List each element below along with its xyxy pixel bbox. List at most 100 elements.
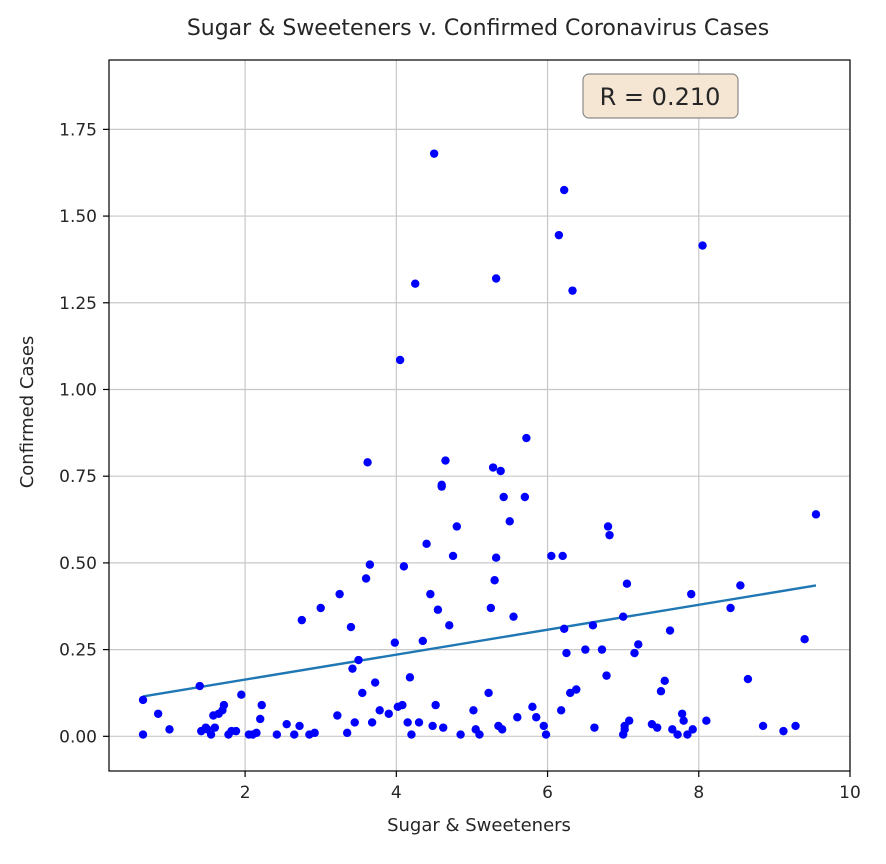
data-point xyxy=(428,721,437,731)
axis-ticks: 2 4 6 8 10 0.00 0.25 0.50 0.75 1.00 1.25 1.50 1.75 xyxy=(59,120,861,803)
data-point xyxy=(469,706,478,715)
data-point xyxy=(346,622,356,632)
y-tick-label: 1.00 xyxy=(59,380,97,400)
data-point xyxy=(342,728,352,738)
data-point xyxy=(399,562,409,571)
data-point xyxy=(559,624,569,633)
data-point xyxy=(811,510,821,519)
x-tick-label: 10 xyxy=(839,783,861,803)
data-point xyxy=(588,621,598,630)
plot-frame xyxy=(108,59,851,772)
y-axis-label: Confirmed Cases xyxy=(17,336,38,489)
data-point xyxy=(441,456,450,465)
data-point xyxy=(439,723,448,732)
data-point xyxy=(256,714,265,724)
data-point xyxy=(297,615,307,625)
data-point xyxy=(677,709,687,718)
data-point xyxy=(660,676,669,686)
data-point xyxy=(210,723,220,732)
data-point xyxy=(335,589,344,599)
data-point xyxy=(656,687,666,696)
data-point xyxy=(758,721,768,731)
data-point xyxy=(370,678,380,687)
x-tick-label: 6 xyxy=(542,783,553,803)
data-point xyxy=(618,612,628,621)
data-point xyxy=(295,721,304,731)
data-point xyxy=(620,725,629,734)
data-point xyxy=(779,726,788,736)
data-point xyxy=(513,713,522,722)
data-point xyxy=(597,645,607,654)
data-point xyxy=(490,576,499,585)
trend-line xyxy=(142,584,817,698)
data-point xyxy=(407,730,416,739)
data-point xyxy=(630,648,639,658)
data-point xyxy=(206,730,216,739)
data-point xyxy=(365,560,375,569)
data-point xyxy=(496,466,505,476)
data-point xyxy=(138,730,148,739)
data-point xyxy=(390,638,400,647)
data-point xyxy=(505,517,514,526)
data-point xyxy=(590,723,599,732)
data-point xyxy=(486,603,496,613)
data-point xyxy=(581,645,590,654)
data-point xyxy=(698,241,707,250)
data-point xyxy=(568,286,577,295)
data-point xyxy=(602,671,611,680)
data-point xyxy=(316,603,325,613)
data-point xyxy=(403,718,412,727)
data-point xyxy=(445,621,454,630)
data-point xyxy=(272,730,282,739)
data-point xyxy=(791,721,800,731)
data-point xyxy=(520,492,530,502)
data-point xyxy=(491,274,501,283)
y-tick-label: 0.75 xyxy=(59,467,97,487)
data-point xyxy=(398,700,407,710)
data-point xyxy=(625,716,634,725)
data-point xyxy=(736,581,745,590)
data-point xyxy=(411,279,420,288)
data-point xyxy=(800,635,809,644)
x-tick-label: 2 xyxy=(240,783,251,803)
data-point xyxy=(395,355,405,365)
data-point xyxy=(231,726,241,736)
data-point xyxy=(743,674,753,684)
data-point xyxy=(405,673,415,682)
data-point xyxy=(683,730,692,739)
data-point xyxy=(375,706,384,715)
data-point xyxy=(547,551,556,561)
data-point xyxy=(219,700,229,710)
data-point xyxy=(539,721,548,731)
data-point xyxy=(499,492,508,502)
data-point xyxy=(634,640,643,649)
y-tick-label: 0.00 xyxy=(59,727,97,747)
chart-title: Sugar & Sweeteners v. Confirmed Coronavi… xyxy=(187,16,769,41)
data-point xyxy=(429,149,439,158)
data-point xyxy=(252,728,261,738)
y-tick-label: 1.75 xyxy=(59,120,97,140)
data-point xyxy=(622,579,632,588)
data-point xyxy=(367,718,377,727)
data-point xyxy=(437,482,446,491)
y-tick-label: 1.25 xyxy=(59,294,97,314)
data-point xyxy=(652,723,662,732)
data-point xyxy=(237,690,246,699)
data-point xyxy=(433,605,443,614)
data-point xyxy=(290,730,299,739)
data-point xyxy=(426,589,435,599)
y-tick-label: 0.25 xyxy=(59,641,97,661)
y-tick-label: 0.50 xyxy=(59,554,97,574)
data-point xyxy=(484,688,493,698)
data-point xyxy=(138,695,148,705)
data-point xyxy=(558,551,567,561)
data-point xyxy=(431,700,440,710)
x-axis-label: Sugar & Sweeteners xyxy=(387,815,571,836)
data-point xyxy=(153,709,163,718)
data-point xyxy=(282,719,291,729)
data-point xyxy=(257,700,266,710)
trend-line-group xyxy=(142,584,817,698)
annotation-box xyxy=(582,73,739,119)
data-point xyxy=(165,725,174,734)
